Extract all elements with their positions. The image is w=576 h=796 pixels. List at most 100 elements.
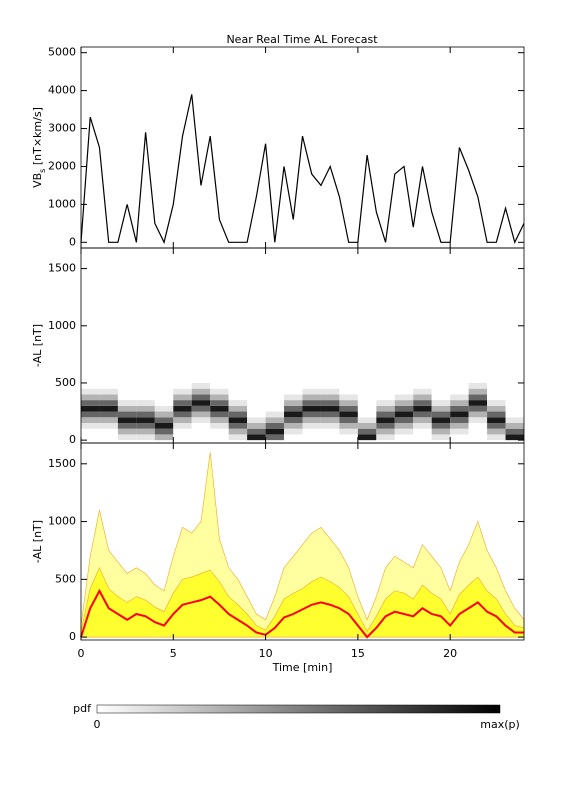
- heat-cell: [191, 417, 211, 423]
- heat-cell: [450, 417, 469, 423]
- heat-cell: [487, 405, 506, 412]
- heat-cell: [320, 400, 340, 406]
- heat-cell: [247, 428, 266, 435]
- heat-cell: [376, 405, 395, 412]
- heat-cell: [431, 405, 451, 412]
- heat-cell: [265, 388, 285, 395]
- heat-cell: [81, 434, 100, 441]
- heat-cell: [487, 400, 506, 406]
- heat-cell: [210, 382, 229, 389]
- heat-cell: [357, 394, 377, 401]
- heat-cell: [265, 382, 285, 389]
- heat-cell: [284, 417, 303, 423]
- heat-cell: [339, 382, 358, 389]
- x-tick-label: 5: [170, 647, 177, 660]
- y-tick-label: 500: [55, 376, 76, 389]
- heat-cell: [468, 388, 488, 395]
- heat-cell: [117, 394, 137, 401]
- heat-cell: [320, 422, 340, 429]
- heat-cell: [413, 394, 432, 401]
- heat-cell: [173, 388, 192, 395]
- heat-cell: [265, 405, 285, 412]
- heat-cell: [413, 400, 432, 406]
- heat-cell: [117, 388, 137, 395]
- heat-cell: [247, 382, 266, 389]
- heat-cell: [357, 388, 377, 395]
- heat-cell: [136, 428, 155, 435]
- heat-cell: [228, 428, 248, 435]
- heat-cell: [505, 417, 524, 423]
- heat-cell: [357, 434, 377, 441]
- heat-cell: [339, 411, 358, 418]
- heat-cell: [191, 411, 211, 418]
- heat-cell: [302, 428, 321, 435]
- y-tick-label: 1500: [48, 457, 76, 470]
- heat-cell: [302, 411, 321, 418]
- heat-cell: [99, 388, 118, 395]
- heat-cell: [247, 417, 266, 423]
- heat-cell: [487, 382, 506, 389]
- heat-cell: [228, 405, 248, 412]
- heat-cell: [265, 428, 285, 435]
- heat-cell: [191, 388, 211, 395]
- heat-cell: [339, 405, 358, 412]
- heat-cell: [154, 382, 174, 389]
- heat-cell: [284, 428, 303, 435]
- heat-cell: [505, 394, 524, 401]
- heat-cell: [117, 400, 137, 406]
- y-axis-label: -AL [nT]: [31, 324, 44, 367]
- heat-cell: [339, 394, 358, 401]
- x-tick-label: 0: [78, 647, 85, 660]
- heat-cell: [117, 434, 137, 441]
- heat-cell: [468, 428, 488, 435]
- heat-cell: [339, 417, 358, 423]
- heat-cell: [320, 411, 340, 418]
- heat-cell: [487, 417, 506, 423]
- heat-cell: [450, 428, 469, 435]
- heat-cell: [228, 417, 248, 423]
- heat-cell: [320, 428, 340, 435]
- heat-cell: [173, 405, 192, 412]
- heat-cell: [210, 411, 229, 418]
- y-tick-label: 0: [69, 235, 76, 248]
- heat-cell: [191, 428, 211, 435]
- heat-cell: [191, 400, 211, 406]
- heat-cell: [413, 417, 432, 423]
- x-tick-label: 15: [351, 647, 365, 660]
- heat-cell: [487, 411, 506, 418]
- heat-cell: [376, 422, 395, 429]
- heat-cell: [173, 411, 192, 418]
- heat-cell: [376, 417, 395, 423]
- heat-cell: [191, 394, 211, 401]
- heat-cell: [173, 434, 192, 441]
- heat-cell: [117, 422, 137, 429]
- y-tick-label: 500: [55, 572, 76, 585]
- heat-cell: [320, 405, 340, 412]
- heat-cell: [394, 428, 414, 435]
- heat-cell: [81, 428, 100, 435]
- heat-cell: [431, 411, 451, 418]
- heat-cell: [136, 417, 155, 423]
- heat-cell: [265, 422, 285, 429]
- heat-cell: [468, 400, 488, 406]
- heat-cell: [99, 428, 118, 435]
- heat-cell: [431, 388, 451, 395]
- heat-cell: [81, 388, 100, 395]
- heat-cell: [320, 388, 340, 395]
- y-axis-label-part: VB: [31, 173, 44, 188]
- heat-cell: [376, 428, 395, 435]
- heat-cell: [450, 434, 469, 441]
- heat-cell: [376, 388, 395, 395]
- heat-cell: [81, 394, 100, 401]
- heat-cell: [284, 405, 303, 412]
- heat-cell: [431, 422, 451, 429]
- heat-cell: [99, 382, 118, 389]
- heat-cell: [228, 394, 248, 401]
- heat-cell: [284, 394, 303, 401]
- heat-cell: [339, 434, 358, 441]
- heat-cell: [210, 428, 229, 435]
- heat-cell: [302, 405, 321, 412]
- heat-cell: [468, 411, 488, 418]
- heat-cell: [394, 405, 414, 412]
- heat-cell: [99, 417, 118, 423]
